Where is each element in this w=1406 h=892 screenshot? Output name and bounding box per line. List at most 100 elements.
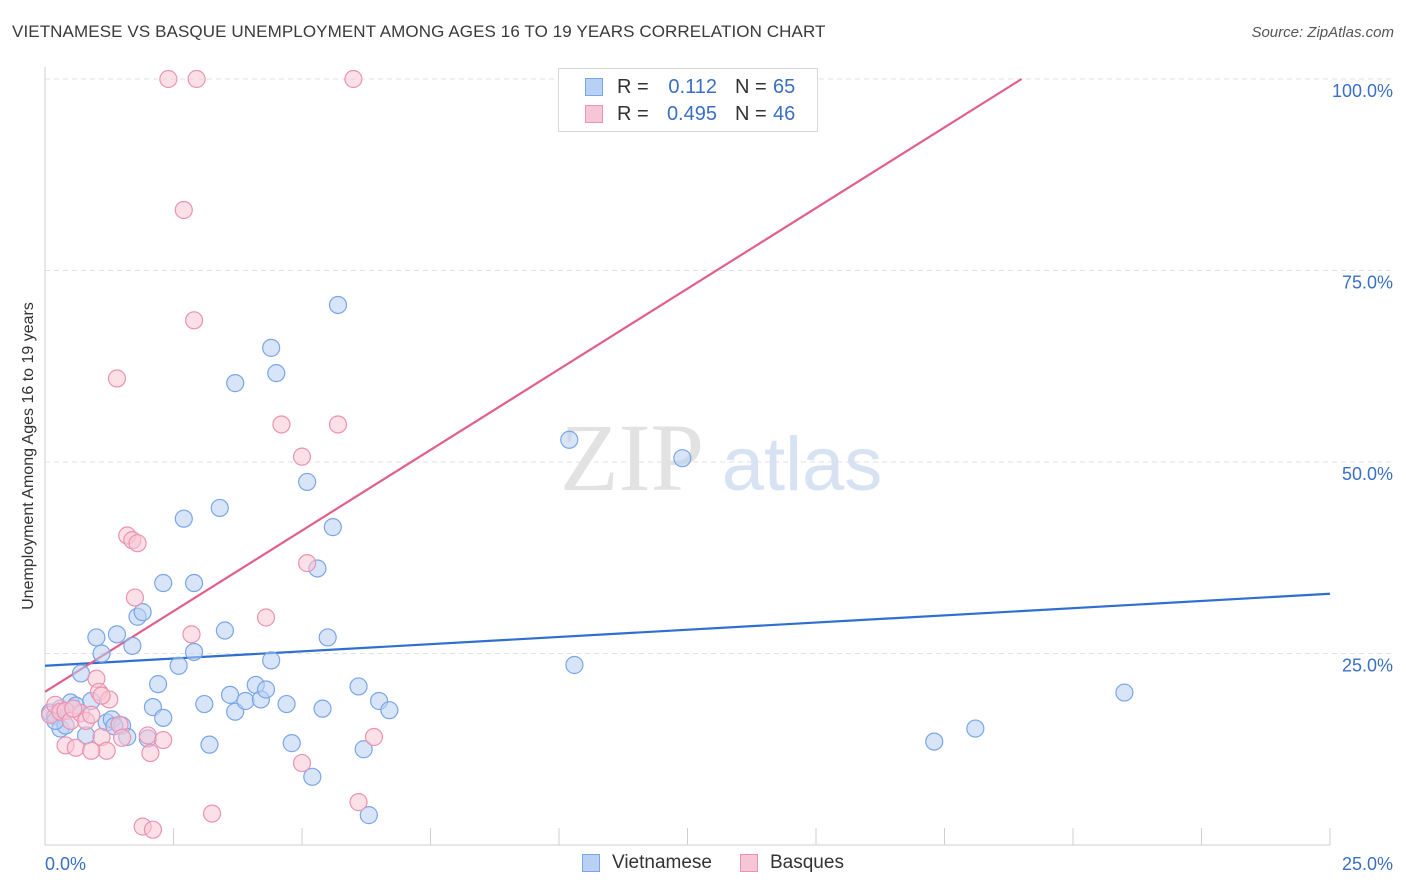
data-point-basques [202, 804, 222, 823]
data-point-basques [143, 820, 163, 839]
data-point-basques [64, 699, 83, 718]
data-point-basques [125, 588, 145, 607]
y-tick-label: 75.0% [1342, 273, 1393, 293]
stats-legend: R = 0.112 N = 65 R = 0.495 N = 46 [558, 68, 818, 132]
y-axis-label: Unemployment Among Ages 16 to 19 years [20, 302, 37, 610]
data-point-basques [272, 415, 291, 434]
data-point-vietnamese [236, 691, 255, 711]
data-point-vietnamese [560, 430, 579, 449]
data-point-vietnamese [184, 573, 204, 593]
trend-line-basques [44, 78, 1023, 693]
data-point-vietnamese [87, 628, 106, 647]
legend-swatch-vietnamese [582, 854, 600, 872]
data-point-vietnamese [1115, 683, 1134, 702]
data-point-vietnamese [925, 732, 944, 751]
data-point-basques [292, 753, 312, 773]
data-point-vietnamese [256, 680, 276, 699]
data-point-vietnamese [148, 675, 168, 694]
data-point-vietnamese [673, 449, 692, 468]
data-point-basques [107, 369, 127, 388]
data-point-vietnamese [184, 642, 204, 662]
data-point-vietnamese [267, 364, 286, 383]
data-point-basques [256, 608, 276, 627]
data-point-basques [159, 69, 178, 89]
x-tick-label: 0.0% [45, 854, 86, 874]
series-legend: Vietnamese Basques [582, 852, 872, 874]
data-point-vietnamese [323, 518, 342, 537]
x-tick-label: 25.0% [1342, 854, 1393, 874]
data-point-vietnamese [71, 664, 91, 683]
data-point-vietnamese [133, 603, 152, 622]
legend-swatch-vietnamese [585, 78, 603, 96]
data-point-basques [97, 741, 116, 760]
data-point-vietnamese [220, 685, 240, 704]
data-point-vietnamese [565, 655, 584, 675]
data-point-basques [141, 743, 160, 763]
legend-r-value: 0.112 [668, 75, 717, 98]
data-point-vietnamese [277, 694, 296, 714]
y-tick-label: 50.0% [1342, 464, 1393, 484]
data-point-vietnamese [303, 767, 322, 786]
data-point-basques [66, 738, 85, 757]
legend-swatch-basques [585, 105, 603, 123]
data-point-basques [92, 686, 111, 705]
data-point-basques [298, 554, 317, 573]
data-point-vietnamese [354, 740, 373, 759]
data-point-vietnamese [328, 295, 348, 315]
data-point-basques [182, 625, 201, 644]
chart-title: VIETNAMESE VS BASQUE UNEMPLOYMENT AMONG … [12, 22, 826, 41]
data-point-vietnamese [226, 374, 245, 393]
watermark-atlas: atlas [722, 422, 883, 507]
y-tick-label: 25.0% [1342, 656, 1393, 676]
data-point-vietnamese [215, 621, 234, 640]
data-point-vietnamese [262, 651, 281, 670]
data-point-basques [187, 69, 206, 89]
data-point-basques [184, 311, 204, 330]
data-point-basques [364, 727, 384, 747]
legend-item-basques[interactable]: Basques [740, 852, 844, 874]
trend-line-vietnamese [44, 592, 1331, 667]
legend-r-label: R = [617, 102, 649, 125]
data-point-vietnamese [313, 699, 332, 718]
data-point-vietnamese [123, 636, 142, 655]
legend-n-value: 46 [773, 102, 796, 125]
legend-row-vietnamese: R = 0.112 N = 65 [585, 75, 795, 99]
data-point-vietnamese [107, 625, 127, 644]
legend-n-value: 65 [773, 75, 796, 98]
data-point-basques [292, 447, 312, 466]
data-point-basques [328, 415, 348, 434]
data-point-vietnamese [380, 701, 399, 720]
data-point-vietnamese [210, 498, 229, 518]
data-point-basques [174, 200, 193, 220]
data-point-basques [112, 728, 132, 747]
legend-row-basques: R = 0.495 N = 46 [585, 102, 795, 126]
data-point-basques [82, 705, 101, 724]
data-point-vietnamese [318, 628, 337, 647]
legend-swatch-basques [740, 854, 758, 872]
data-point-vietnamese [349, 677, 368, 696]
data-point-vietnamese [200, 735, 219, 754]
y-tick-label: 100.0% [1332, 81, 1393, 101]
data-point-vietnamese [174, 509, 193, 528]
data-point-vietnamese [359, 806, 378, 825]
data-point-basques [138, 726, 157, 745]
data-point-basques [82, 741, 101, 760]
legend-label-vietnamese: Vietnamese [612, 852, 712, 873]
chart-source: Source: ZipAtlas.com [1251, 24, 1394, 41]
legend-r-label: R = [617, 75, 649, 98]
data-point-vietnamese [154, 573, 173, 593]
data-point-basques [344, 69, 363, 89]
legend-r-value: 0.495 [666, 102, 717, 125]
data-point-vietnamese [154, 708, 173, 727]
data-point-vietnamese [195, 694, 214, 714]
legend-n-label: N = [735, 102, 767, 125]
data-point-vietnamese [966, 719, 985, 738]
data-point-basques [128, 534, 147, 553]
legend-item-vietnamese[interactable]: Vietnamese [582, 852, 712, 874]
data-point-vietnamese [298, 472, 317, 492]
legend-n-label: N = [735, 75, 767, 98]
legend-label-basques: Basques [770, 852, 844, 873]
data-point-vietnamese [262, 338, 281, 357]
data-point-basques [349, 793, 368, 812]
